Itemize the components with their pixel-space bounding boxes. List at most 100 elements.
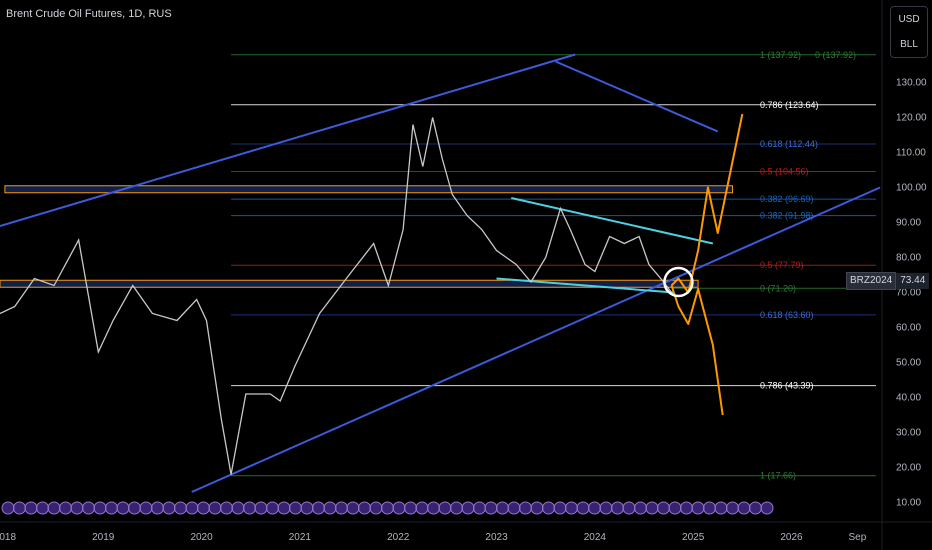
- event-marker: [381, 501, 394, 515]
- event-marker: [151, 501, 164, 515]
- event-marker: [760, 501, 774, 515]
- projection-path-0: [670, 113, 744, 294]
- x-tick-label: 2020: [190, 532, 213, 543]
- event-marker: [714, 501, 728, 515]
- trend-line-1: [555, 60, 719, 133]
- fib-label-10: 1 (17.66): [760, 471, 796, 481]
- event-marker: [530, 501, 544, 515]
- event-marker-strip: [1, 501, 774, 515]
- event-marker: [680, 501, 693, 515]
- fib-label-7: 0 (71.20): [760, 283, 796, 293]
- price-tag-symbol: BRZ2024: [846, 272, 897, 290]
- fib-label-5: 0.382 (91.98): [760, 211, 814, 221]
- event-marker: [737, 501, 751, 515]
- event-marker: [277, 501, 291, 515]
- event-marker: [93, 501, 107, 515]
- event-marker: [392, 501, 406, 515]
- event-marker: [427, 501, 440, 515]
- event-marker: [335, 501, 348, 515]
- event-marker: [208, 501, 222, 515]
- price-series-0: [0, 117, 673, 475]
- event-marker: [450, 501, 463, 515]
- event-marker: [266, 501, 279, 515]
- event-marker: [634, 501, 647, 515]
- fib-label-2: 0.618 (112.44): [760, 139, 818, 149]
- y-tick-label: 50.00: [896, 358, 921, 369]
- highlight-circle: [663, 266, 694, 298]
- event-marker: [622, 501, 636, 515]
- event-marker: [300, 501, 314, 515]
- y-tick-label: 80.00: [896, 253, 921, 264]
- event-marker: [553, 501, 567, 515]
- event-marker: [254, 501, 268, 515]
- zone-1: [0, 279, 699, 288]
- event-marker: [358, 501, 371, 515]
- y-tick-label: 110.00: [896, 148, 926, 159]
- x-tick-label: 2022: [387, 532, 410, 543]
- y-tick-label: 30.00: [896, 428, 921, 439]
- chart-title: Brent Crude Oil Futures, 1D, RUS: [6, 8, 172, 20]
- x-tick-label: 2021: [289, 532, 312, 543]
- fib-label-8: 0.618 (63.60): [760, 310, 814, 320]
- event-marker: [197, 501, 210, 515]
- event-marker: [645, 501, 659, 515]
- y-tick-label: 120.00: [896, 113, 927, 124]
- event-marker: [116, 501, 130, 515]
- unit-selector[interactable]: USD BLL: [890, 6, 928, 58]
- event-marker: [588, 501, 601, 515]
- trend-line-2: [191, 186, 881, 493]
- event-marker: [243, 501, 256, 515]
- event-marker: [749, 501, 762, 515]
- current-price-tag: BRZ2024 73.44: [846, 272, 930, 290]
- event-marker: [128, 501, 141, 515]
- fib-label-0: 1 (137.92): [760, 50, 801, 60]
- fib-label-3: 0.5 (104.56): [760, 167, 809, 177]
- event-marker: [24, 501, 38, 515]
- event-marker: [13, 501, 26, 515]
- y-tick-label: 100.00: [896, 183, 927, 194]
- event-marker: [323, 501, 337, 515]
- event-marker: [162, 501, 176, 515]
- event-marker: [174, 501, 187, 515]
- fib-label-1: 0.786 (123.64): [760, 100, 819, 110]
- fib-right-label-0: 0 (137.92): [815, 50, 856, 60]
- currency-button[interactable]: USD: [898, 14, 920, 25]
- unit-button[interactable]: BLL: [900, 39, 918, 50]
- projection-path-1: [670, 285, 724, 416]
- event-marker: [220, 501, 233, 515]
- event-marker: [47, 501, 61, 515]
- event-marker: [231, 501, 245, 515]
- fib-label-4: 0.382 (96.69): [760, 194, 814, 204]
- event-marker: [703, 501, 716, 515]
- y-tick-label: 130.00: [896, 78, 927, 89]
- event-marker: [657, 501, 670, 515]
- fib-label-9: 0.786 (43.39): [760, 381, 814, 391]
- event-marker: [139, 501, 153, 515]
- event-marker: [496, 501, 509, 515]
- event-marker: [105, 501, 118, 515]
- event-marker: [565, 501, 578, 515]
- y-tick-label: 60.00: [896, 323, 921, 334]
- event-marker: [668, 501, 682, 515]
- x-tick-label: 2019: [92, 532, 115, 543]
- event-marker: [542, 501, 555, 515]
- event-marker: [576, 501, 590, 515]
- y-tick-label: 20.00: [896, 463, 921, 474]
- trend-line-3: [511, 197, 714, 245]
- y-tick-label: 40.00: [896, 393, 921, 404]
- event-marker: [312, 501, 325, 515]
- x-tick-label: 2024: [584, 532, 607, 543]
- event-marker: [59, 501, 72, 515]
- event-marker: [185, 501, 199, 515]
- event-marker: [1, 501, 15, 515]
- event-marker: [461, 501, 475, 515]
- y-tick-label: 10.00: [896, 498, 921, 509]
- event-marker: [36, 501, 49, 515]
- event-marker: [438, 501, 452, 515]
- event-marker: [726, 501, 739, 515]
- event-marker: [473, 501, 486, 515]
- y-tick-label: 90.00: [896, 218, 921, 229]
- event-marker: [507, 501, 521, 515]
- x-tick-label: 2023: [485, 532, 508, 543]
